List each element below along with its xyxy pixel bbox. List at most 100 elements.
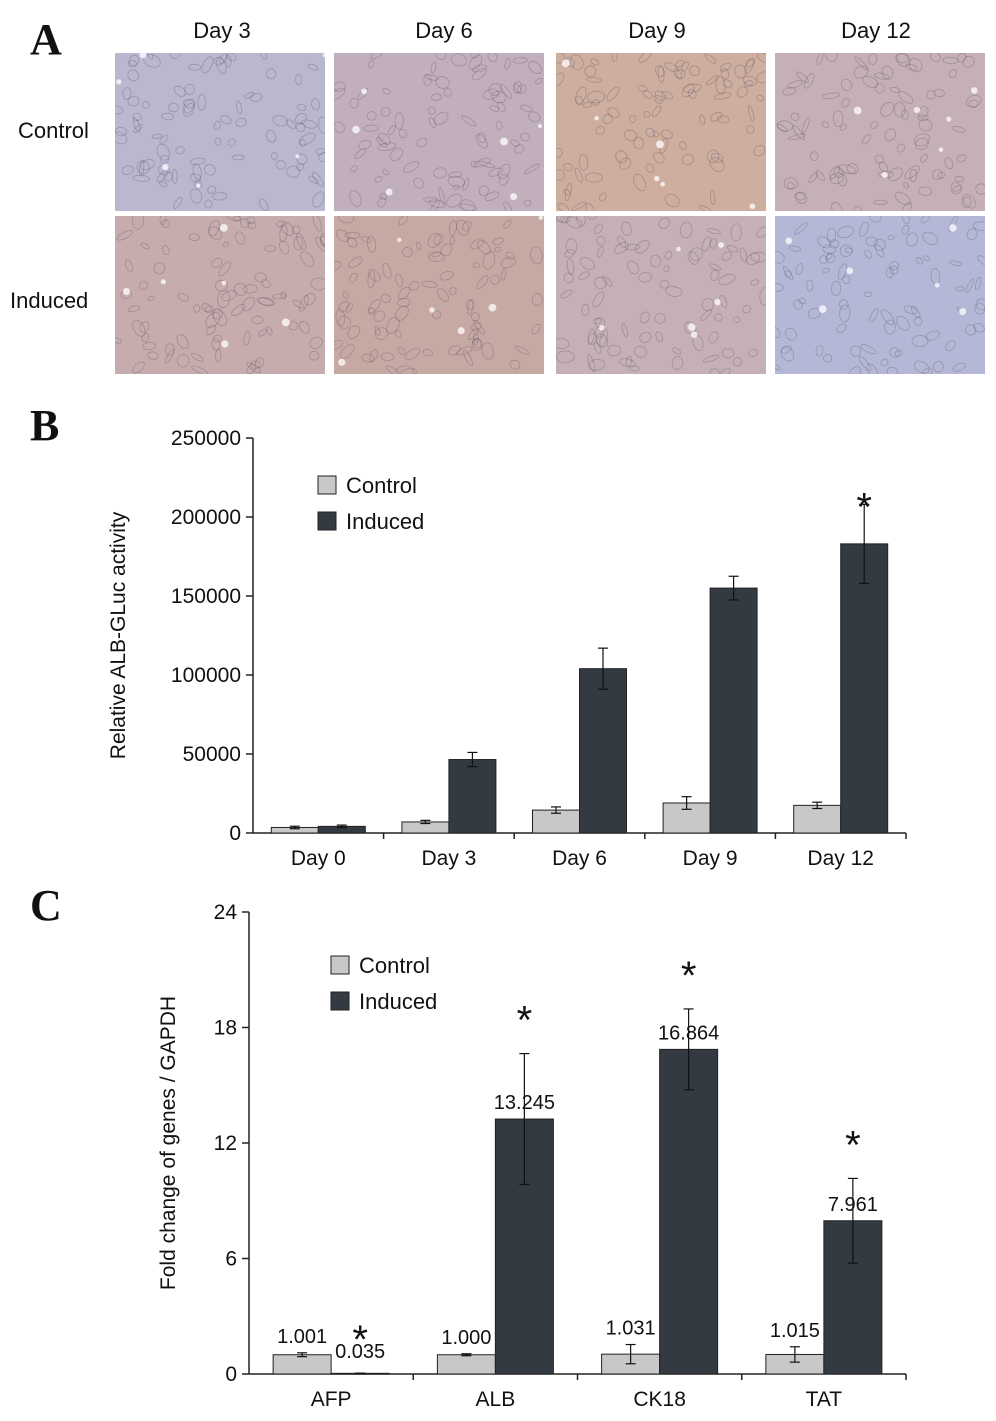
chart-b-x-tick-label: Day 0 (291, 847, 346, 870)
cell-outline (501, 268, 507, 281)
cell-outline (151, 133, 163, 139)
cell-outline (350, 165, 358, 173)
chart-c-y-tick-label: 18 (214, 1017, 237, 1040)
cell-outline (594, 223, 603, 235)
chart-c-data-label: 1.031 (606, 1318, 656, 1340)
col-label-day3: Day 3 (193, 18, 251, 43)
cell-outline (374, 176, 383, 183)
cell-outline (127, 305, 141, 313)
cell-outline (281, 222, 295, 236)
cell-outline (470, 160, 477, 168)
cell-outline (292, 299, 305, 309)
cell-outline (822, 244, 837, 254)
cell-outline (221, 290, 238, 302)
chart-c-significance-star: * (517, 999, 533, 1043)
cell-outline (243, 331, 251, 346)
cell-outline (850, 345, 862, 357)
cell-outline (837, 226, 854, 239)
chart-c-data-label: 16.864 (658, 1022, 719, 1044)
cell-outline (509, 359, 521, 370)
cell-outline (320, 232, 325, 246)
cell-outline (703, 354, 720, 363)
cell-outline (311, 98, 321, 111)
cell-outline (409, 280, 420, 291)
bright-spot (561, 59, 570, 68)
cell-outline (911, 306, 921, 319)
cell-outline (416, 241, 422, 251)
cell-outline (299, 138, 306, 147)
cell-outline (660, 129, 673, 139)
cell-outline (592, 99, 600, 106)
micrograph-control-day3 (115, 53, 325, 211)
bright-spot (690, 331, 698, 338)
cell-outline (318, 116, 325, 134)
cell-outline (132, 174, 151, 182)
cell-outline (397, 346, 406, 356)
cell-outline (815, 345, 824, 357)
cell-outline (226, 53, 237, 62)
cell-outline (374, 325, 381, 336)
chart-b-y-tick-label: 50000 (183, 743, 241, 766)
cell-outline (732, 316, 741, 323)
chart-c-x-tick-label: CK18 (633, 1388, 686, 1410)
cell-outline (345, 303, 353, 313)
cell-outline (816, 53, 824, 65)
cell-outline (250, 360, 261, 370)
cell-outline (400, 368, 418, 374)
cell-outline (452, 184, 460, 190)
cell-outline (382, 263, 392, 279)
cell-outline (937, 171, 946, 180)
cell-outline (132, 319, 146, 337)
cell-outline (363, 124, 379, 132)
cell-outline (780, 346, 795, 362)
cell-outline (732, 357, 742, 367)
cell-outline (138, 280, 149, 291)
cell-outline (904, 165, 921, 180)
cell-outline (259, 53, 268, 60)
cell-outline (707, 228, 721, 235)
chart-b-bar-induced (840, 543, 889, 834)
cell-outline (358, 139, 372, 150)
cell-outline (593, 342, 602, 354)
cell-outline (649, 254, 662, 268)
cell-outline (784, 270, 792, 278)
cell-outline (319, 235, 325, 247)
cell-outline (905, 232, 919, 247)
cell-outline (478, 185, 489, 197)
cell-outline (756, 226, 766, 238)
cell-outline (874, 244, 885, 258)
cell-outline (347, 325, 361, 339)
cell-outline (183, 99, 195, 109)
cell-outline (582, 101, 593, 108)
cell-outline (397, 297, 411, 307)
cell-outline (556, 147, 563, 158)
cell-outline (968, 99, 979, 108)
cell-outline (578, 271, 590, 281)
cell-outline (884, 128, 896, 142)
cell-outline (715, 75, 726, 95)
cell-outline (710, 269, 720, 281)
cell-outline (873, 199, 888, 205)
cell-outline (661, 90, 674, 100)
cell-outline (642, 90, 653, 99)
cell-outline (386, 316, 400, 334)
cell-outline (832, 110, 844, 127)
cell-outline (524, 163, 540, 175)
cell-outline (930, 267, 941, 285)
cell-outline (837, 173, 848, 187)
cell-outline (528, 60, 543, 74)
cell-outline (972, 221, 985, 231)
cell-outline (599, 192, 607, 202)
chart-c-bar-induced (659, 1048, 719, 1375)
cell-outline (795, 191, 808, 204)
cell-outline (584, 172, 603, 183)
cell-outline (220, 114, 232, 125)
chart-c-y-tick-label: 12 (214, 1132, 237, 1155)
cell-outline (821, 121, 829, 128)
cell-outline (125, 259, 134, 272)
cell-outline (497, 101, 506, 113)
cell-outline (915, 257, 924, 265)
cell-outline (898, 91, 914, 104)
cell-outline (153, 262, 166, 275)
cell-outline (822, 353, 833, 363)
